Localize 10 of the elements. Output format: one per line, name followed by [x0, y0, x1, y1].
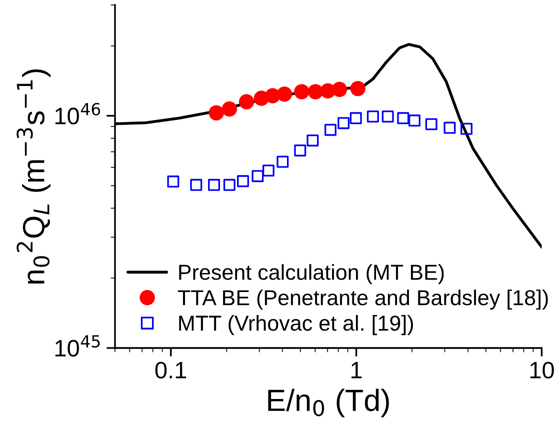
- y-tick-label: 10$^{45}$: [55, 335, 100, 357]
- legend-label: MTT (Vrhovac et al. [19]): [179, 315, 413, 336]
- y-tick-label: 10$^{46}$: [55, 102, 100, 124]
- legend-label: TTA BE (Penetrante and Bardsley [18]): [178, 290, 548, 310]
- x-tick-label: 0.1: [155, 362, 186, 379]
- text: n$_{0}$$^{2}$Q$_{L}$ (m$^{−3}$s$^{−1}$): [16, 69, 51, 284]
- x-tick-label: 10: [530, 362, 554, 379]
- x-tick-label: 1: [351, 362, 362, 378]
- legend-label: Present calculation (MT BE): [179, 264, 444, 284]
- x-axis-title: E/n$_{0}$ (Td): [268, 388, 389, 418]
